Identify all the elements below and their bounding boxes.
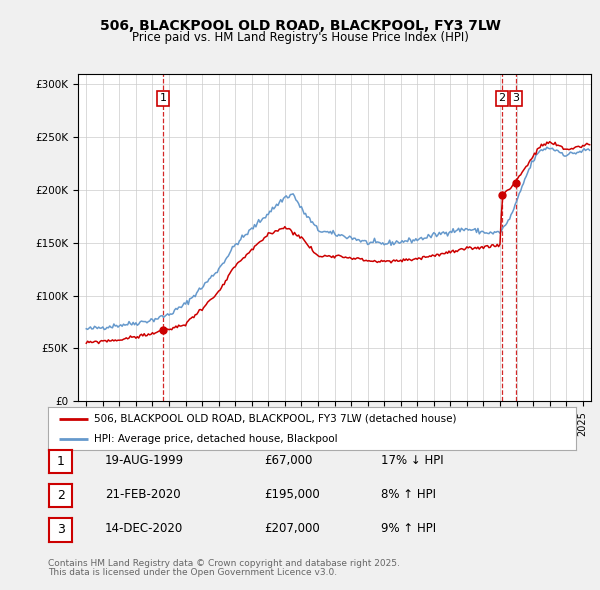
Text: 506, BLACKPOOL OLD ROAD, BLACKPOOL, FY3 7LW: 506, BLACKPOOL OLD ROAD, BLACKPOOL, FY3 …	[100, 19, 500, 33]
Text: 2: 2	[56, 489, 65, 502]
Text: 2: 2	[499, 93, 506, 103]
Text: 19-AUG-1999: 19-AUG-1999	[105, 454, 184, 467]
Text: 3: 3	[512, 93, 520, 103]
Text: 506, BLACKPOOL OLD ROAD, BLACKPOOL, FY3 7LW (detached house): 506, BLACKPOOL OLD ROAD, BLACKPOOL, FY3 …	[94, 414, 457, 424]
Text: 14-DEC-2020: 14-DEC-2020	[105, 522, 183, 535]
Text: £195,000: £195,000	[264, 488, 320, 501]
Text: £67,000: £67,000	[264, 454, 313, 467]
Text: 21-FEB-2020: 21-FEB-2020	[105, 488, 181, 501]
Text: This data is licensed under the Open Government Licence v3.0.: This data is licensed under the Open Gov…	[48, 568, 337, 577]
Text: 1: 1	[160, 93, 166, 103]
Text: 1: 1	[56, 455, 65, 468]
Text: HPI: Average price, detached house, Blackpool: HPI: Average price, detached house, Blac…	[94, 434, 338, 444]
Text: Price paid vs. HM Land Registry's House Price Index (HPI): Price paid vs. HM Land Registry's House …	[131, 31, 469, 44]
Text: 3: 3	[56, 523, 65, 536]
Text: 9% ↑ HPI: 9% ↑ HPI	[381, 522, 436, 535]
Text: Contains HM Land Registry data © Crown copyright and database right 2025.: Contains HM Land Registry data © Crown c…	[48, 559, 400, 568]
Text: 17% ↓ HPI: 17% ↓ HPI	[381, 454, 443, 467]
Text: 8% ↑ HPI: 8% ↑ HPI	[381, 488, 436, 501]
Text: £207,000: £207,000	[264, 522, 320, 535]
